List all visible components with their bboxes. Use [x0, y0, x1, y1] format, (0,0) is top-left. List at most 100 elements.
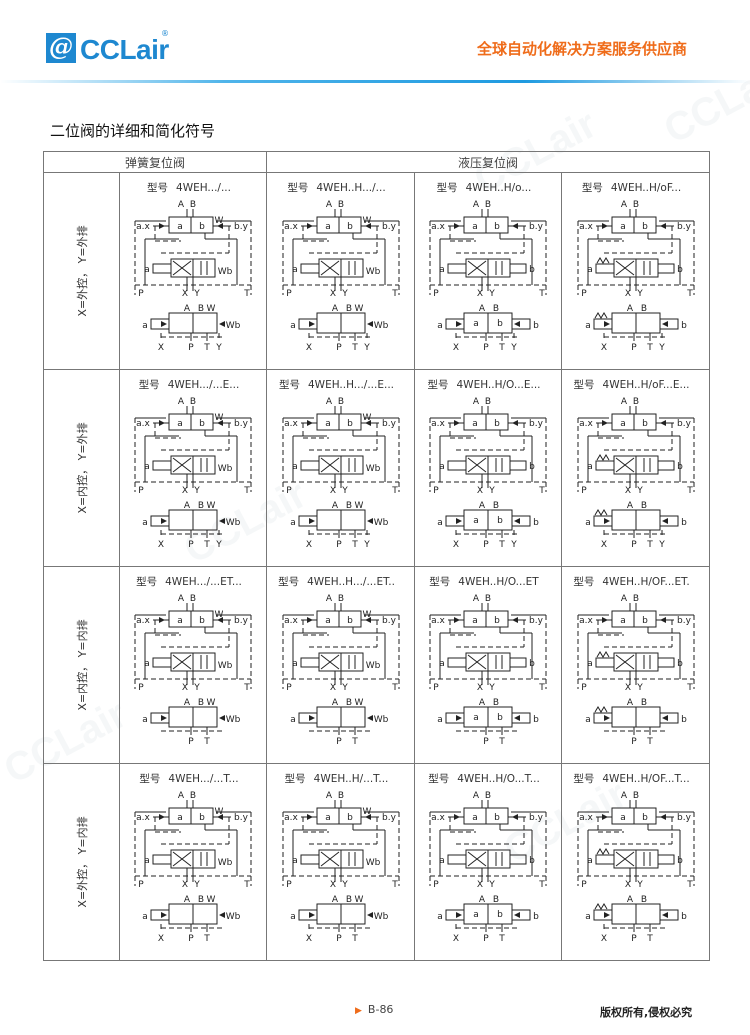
model-prefix: 型号: [429, 576, 451, 588]
spring-b-label: Wb: [365, 267, 380, 277]
simple-a-label: A: [479, 698, 486, 708]
pilot-ax-label: a.x: [136, 222, 150, 232]
pilot-by-label: b.y: [677, 419, 692, 429]
pilot-ax-label: a.x: [136, 419, 150, 429]
port-p-label: P: [581, 683, 587, 693]
model-code: 4WEH..H.../...: [316, 182, 386, 194]
pilot-b-label: b: [494, 616, 500, 626]
pilot-by-label: b.y: [234, 419, 249, 429]
port-t-label: T: [243, 683, 250, 693]
simple-b-label: B: [640, 895, 646, 905]
simple-port-p-label: P: [188, 343, 194, 353]
arrow-icon: [514, 518, 521, 524]
arrow-icon: [601, 814, 608, 820]
symbol-line: [320, 457, 339, 473]
port-a-label: A: [473, 791, 480, 801]
pilot-a-label: a: [620, 616, 626, 626]
model-code: 4WEH..H/oF...E...: [602, 379, 690, 391]
simple-b-label: B: [198, 895, 204, 905]
port-p-label: P: [581, 486, 587, 496]
port-y-label: Y: [636, 880, 643, 890]
port-p-label: P: [138, 289, 144, 299]
pilot-by-label: b.y: [677, 616, 692, 626]
arrow-icon: [514, 715, 521, 721]
solenoid-b: [657, 657, 675, 668]
model-prefix: 型号: [284, 773, 306, 785]
pilot-by-label: b.y: [677, 813, 692, 823]
col-header-spring-return: 弹簧复位阀: [42, 151, 268, 173]
simple-port-p-label: P: [631, 540, 637, 550]
simple-box-a: [611, 903, 637, 925]
solenoid-a: [595, 460, 615, 471]
simple-box-b: [192, 509, 218, 531]
port-a-label: A: [473, 397, 480, 407]
model-label: 型号 4WEH.../...T...: [120, 771, 266, 786]
main-valve-box-b: [340, 258, 364, 278]
main-valve-box-b: [635, 652, 659, 672]
simple-spring-b-label: Wb: [226, 912, 241, 922]
arrow-icon: [512, 420, 519, 426]
arrow-icon: [364, 223, 371, 229]
arrow-icon: [603, 912, 610, 918]
simple-spring-label: W: [354, 304, 363, 314]
row-label-cell: X=外控， Y=内排: [43, 763, 120, 961]
arrow-icon: [454, 814, 461, 820]
model-code: 4WEH..H/O...E...: [456, 379, 541, 391]
simple-port-x-label: X: [305, 540, 311, 550]
arrow-icon: [306, 814, 313, 820]
pilot-ax-label: a.x: [579, 813, 593, 823]
simple-b-label: B: [493, 501, 499, 511]
simple-solenoid-a-label: a: [585, 715, 591, 725]
solenoid-a-label: a: [144, 659, 150, 669]
manual-override-icon: [596, 454, 609, 461]
model-prefix: 型号: [136, 576, 158, 588]
arrow-icon: [454, 420, 461, 426]
solenoid-a: [447, 263, 467, 274]
simple-port-x-label: X: [158, 934, 164, 944]
simple-spring-b-label: Wb: [373, 321, 388, 331]
port-p-label: P: [138, 880, 144, 890]
solenoid-a-label: a: [587, 462, 593, 472]
symbol-line: [172, 851, 192, 867]
model-label: 型号 4WEH..H/O...ET: [415, 574, 561, 589]
simple-box-a: [316, 509, 342, 531]
simple-spring-label: W: [207, 895, 216, 905]
simple-solenoid-a: [298, 318, 318, 330]
valve-symbol-diagram: A Ba ba.x b.ya bP X Y TA Ba bX P T Y: [577, 200, 695, 353]
arrow-icon: [306, 617, 313, 623]
simple-port-p-label: P: [336, 540, 342, 550]
solenoid-a-label: a: [439, 659, 445, 669]
pilot-b-label: b: [199, 222, 205, 232]
pilot-ax-label: a.x: [284, 813, 298, 823]
arrow-icon: [514, 912, 521, 918]
arrow-icon: [661, 715, 668, 721]
simple-a-label: A: [184, 304, 191, 314]
main-valve-box-b: [487, 652, 511, 672]
arrow-icon: [603, 715, 610, 721]
simple-b-label: B: [345, 304, 351, 314]
main-valve-box-b: [192, 455, 216, 475]
symbol-line: [615, 457, 634, 473]
company-logo: @ CCLair ®: [46, 29, 169, 65]
logo-text: CCLair: [80, 34, 169, 65]
simple-a-text: a: [473, 319, 479, 329]
symbol-line: [172, 654, 192, 670]
simple-b-label: B: [640, 501, 646, 511]
port-p-label: P: [286, 880, 292, 890]
solenoid-a: [595, 263, 615, 274]
solenoid-a: [152, 854, 172, 865]
pilot-b-label: b: [347, 813, 353, 823]
port-x-label: X: [182, 289, 188, 299]
page-number-text: B-86: [367, 1003, 394, 1016]
simple-solenoid-a: [298, 712, 318, 724]
simple-port-y-label: Y: [510, 343, 517, 353]
spring-b-label: Wb: [365, 661, 380, 671]
main-valve-box-b: [340, 455, 364, 475]
solenoid-b-label: b: [677, 659, 683, 669]
simple-port-x-label: X: [453, 540, 459, 550]
pilot-a-label: a: [325, 222, 331, 232]
